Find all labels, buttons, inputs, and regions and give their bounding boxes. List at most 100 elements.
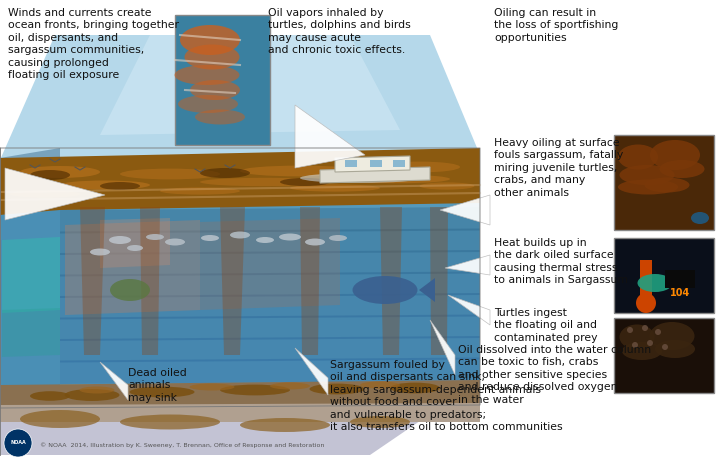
Polygon shape: [100, 35, 400, 135]
Ellipse shape: [644, 178, 690, 192]
Circle shape: [662, 344, 668, 350]
Polygon shape: [0, 35, 480, 160]
Ellipse shape: [10, 191, 80, 197]
Ellipse shape: [380, 162, 460, 172]
Ellipse shape: [201, 235, 219, 241]
Ellipse shape: [165, 239, 185, 245]
Polygon shape: [430, 207, 448, 355]
Ellipse shape: [240, 418, 330, 432]
Ellipse shape: [305, 239, 325, 245]
Ellipse shape: [390, 382, 440, 393]
Ellipse shape: [130, 387, 194, 398]
Ellipse shape: [622, 342, 662, 360]
Polygon shape: [0, 148, 480, 215]
Ellipse shape: [100, 182, 140, 190]
Bar: [640, 260, 652, 305]
Bar: [370, 160, 382, 167]
Polygon shape: [5, 168, 105, 220]
Polygon shape: [295, 348, 328, 395]
Text: 104: 104: [670, 288, 690, 298]
Polygon shape: [140, 207, 160, 355]
Polygon shape: [200, 218, 340, 310]
Polygon shape: [65, 220, 200, 315]
Polygon shape: [60, 272, 480, 298]
Ellipse shape: [649, 322, 695, 350]
Circle shape: [647, 340, 653, 346]
Polygon shape: [300, 207, 320, 355]
Ellipse shape: [120, 414, 220, 430]
Polygon shape: [445, 255, 490, 275]
Circle shape: [655, 329, 661, 335]
Ellipse shape: [270, 382, 310, 389]
Ellipse shape: [160, 187, 240, 195]
Polygon shape: [80, 207, 105, 355]
Ellipse shape: [30, 170, 70, 180]
Polygon shape: [2, 237, 60, 313]
Ellipse shape: [350, 416, 410, 428]
Circle shape: [4, 429, 32, 457]
Ellipse shape: [619, 325, 654, 349]
Ellipse shape: [60, 180, 150, 190]
Ellipse shape: [360, 382, 400, 388]
Polygon shape: [100, 362, 128, 400]
Ellipse shape: [618, 145, 658, 169]
Ellipse shape: [290, 185, 380, 191]
Polygon shape: [60, 293, 480, 320]
Polygon shape: [430, 320, 455, 375]
Ellipse shape: [189, 383, 235, 391]
Text: NOAA: NOAA: [10, 441, 26, 446]
Ellipse shape: [353, 276, 418, 304]
Ellipse shape: [190, 80, 240, 100]
Ellipse shape: [109, 236, 131, 244]
Polygon shape: [0, 380, 480, 455]
Ellipse shape: [65, 389, 120, 401]
Polygon shape: [320, 167, 430, 183]
Ellipse shape: [200, 168, 250, 178]
Ellipse shape: [691, 212, 709, 224]
Ellipse shape: [110, 279, 150, 301]
Ellipse shape: [420, 182, 474, 190]
Polygon shape: [0, 380, 480, 408]
Ellipse shape: [20, 410, 100, 428]
Ellipse shape: [280, 178, 330, 186]
Ellipse shape: [310, 384, 364, 394]
Ellipse shape: [350, 175, 450, 183]
Polygon shape: [419, 278, 435, 302]
Bar: [175, 15, 270, 145]
Ellipse shape: [174, 65, 240, 85]
Polygon shape: [448, 295, 490, 325]
Ellipse shape: [79, 387, 114, 393]
Text: Turtles ingest
the floating oil and
contaminated prey: Turtles ingest the floating oil and cont…: [494, 308, 598, 343]
Ellipse shape: [240, 166, 360, 176]
Ellipse shape: [619, 165, 675, 185]
Ellipse shape: [329, 235, 347, 241]
Polygon shape: [0, 403, 480, 422]
Polygon shape: [0, 148, 60, 422]
Ellipse shape: [660, 160, 704, 178]
Polygon shape: [440, 195, 490, 225]
Circle shape: [636, 293, 656, 313]
Polygon shape: [60, 203, 480, 385]
Bar: [665, 270, 695, 288]
Ellipse shape: [220, 385, 290, 395]
Polygon shape: [60, 315, 480, 341]
Text: Oiling can result in
the loss of sportfishing
opportunities: Oiling can result in the loss of sportfi…: [494, 8, 618, 43]
Bar: [393, 160, 405, 167]
Text: Heat builds up in
the dark oiled surface
causing thermal stress
to animals in Sa: Heat builds up in the dark oiled surface…: [494, 238, 628, 285]
Ellipse shape: [184, 44, 240, 70]
Ellipse shape: [637, 274, 672, 292]
Polygon shape: [60, 336, 480, 362]
Bar: [614, 238, 714, 313]
Bar: [614, 318, 714, 393]
Ellipse shape: [300, 173, 420, 183]
Text: Dead oiled
animals
may sink: Dead oiled animals may sink: [128, 368, 186, 403]
Ellipse shape: [146, 234, 164, 240]
Ellipse shape: [178, 95, 238, 113]
Text: © NOAA  2014, Illustration by K. Sweeney, T. Brennan, Office of Response and Res: © NOAA 2014, Illustration by K. Sweeney,…: [40, 442, 325, 448]
Text: Winds and currents create
ocean fronts, bringing together
oil, dispersants, and
: Winds and currents create ocean fronts, …: [8, 8, 179, 80]
Text: Sargassum fouled by
oil and dispersants can sink,
leaving sargassum-dependent an: Sargassum fouled by oil and dispersants …: [330, 360, 562, 432]
Ellipse shape: [30, 391, 70, 401]
Polygon shape: [295, 105, 365, 168]
Circle shape: [642, 325, 648, 331]
Polygon shape: [60, 358, 480, 384]
